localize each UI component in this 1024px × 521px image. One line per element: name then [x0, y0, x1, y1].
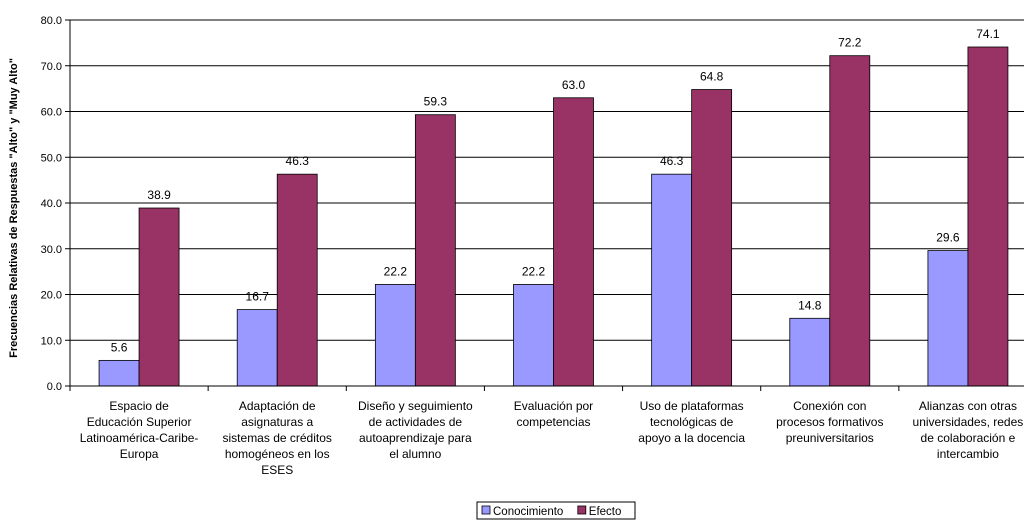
- data-label-conocimiento-2: 16.7: [246, 290, 270, 304]
- data-label-efecto-6: 72.2: [838, 36, 862, 50]
- category-label-7: Alianzas con otras universidades, redes de…: [913, 399, 1024, 461]
- legend-label-conocimiento: Conocimiento: [493, 506, 563, 518]
- y-tick-label: 30.0: [41, 244, 62, 256]
- y-tick-label: 50.0: [41, 152, 62, 164]
- data-label-conocimiento-1: 5.6: [111, 340, 128, 354]
- data-label-efecto-7: 74.1: [976, 27, 1000, 41]
- data-labels: 5.6 38.9 16.7 46.3 22.2 59.3 22.2 63.0 46.3 64.8 1…: [111, 27, 1000, 354]
- y-tick-label: 80.0: [41, 15, 62, 27]
- bar-efecto-2: [276, 173, 318, 387]
- y-tick-label: 0.0: [47, 381, 62, 393]
- legend-swatch-conocimiento: [481, 505, 491, 515]
- legend-swatch-efecto: [577, 505, 587, 515]
- category-label-6: Conexión con procesos formativos preuniver…: [776, 399, 883, 445]
- data-label-efecto-4: 63.0: [562, 78, 586, 92]
- data-label-efecto-5: 64.8: [700, 70, 724, 84]
- bar-efecto-6: [829, 55, 871, 387]
- legend-label-efecto: Efecto: [589, 506, 622, 518]
- category-label-2: Adaptación de asignaturas a sistemas de cr…: [223, 399, 332, 477]
- bar-conocimiento-1: [98, 359, 140, 387]
- bar-conocimiento-2: [236, 309, 278, 387]
- x-category-labels: Espacio de Educación Superior Latinoaméric…: [80, 399, 1024, 477]
- bar-conocimiento-3: [374, 284, 416, 387]
- category-label-1: Espacio de Educación Superior Latinoaméric…: [80, 399, 199, 461]
- category-label-4: Evaluación por competencias: [514, 399, 593, 429]
- category-label-3: Diseño y seguimiento de actividades de aut…: [358, 399, 473, 461]
- y-tick-label: 60.0: [41, 107, 62, 119]
- data-label-conocimiento-3: 22.2: [384, 264, 408, 278]
- y-tick-label: 10.0: [41, 335, 62, 347]
- data-label-conocimiento-7: 29.6: [936, 231, 960, 245]
- bar-efecto-4: [553, 97, 594, 387]
- bar-efecto-3: [414, 114, 456, 387]
- bar-efecto-1: [138, 207, 180, 387]
- bar-conocimiento-5: [651, 173, 693, 387]
- y-tick-label: 70.0: [41, 61, 62, 73]
- data-label-conocimiento-6: 14.8: [798, 298, 822, 312]
- bar-efecto-5: [691, 89, 733, 387]
- y-tick-labels: 0.0 10.0 20.0 30.0 40.0 50.0 60.0 70.0 80.0: [41, 15, 62, 393]
- data-label-efecto-2: 46.3: [286, 154, 310, 168]
- y-axis-label: Frecuencias Relativas de Respuestas "Alt…: [8, 58, 20, 358]
- bar-efecto-7: [967, 46, 1009, 387]
- category-label-5: Uso de plataformas tecnológicas de apoyo a…: [638, 399, 745, 445]
- bar-conocimiento-4: [513, 284, 554, 387]
- axes: [65, 19, 1024, 391]
- bars: [98, 46, 1009, 387]
- legend: Conocimiento Efecto: [476, 501, 636, 520]
- legend-box: [476, 501, 636, 520]
- data-label-conocimiento-5: 46.3: [660, 154, 684, 168]
- bar-conocimiento-7: [927, 250, 969, 387]
- y-tick-label: 20.0: [41, 290, 62, 302]
- data-label-efecto-3: 59.3: [424, 95, 448, 109]
- data-label-conocimiento-4: 22.2: [522, 264, 546, 278]
- data-label-efecto-1: 38.9: [147, 188, 171, 202]
- bar-conocimiento-6: [789, 317, 831, 387]
- y-tick-label: 40.0: [41, 198, 62, 210]
